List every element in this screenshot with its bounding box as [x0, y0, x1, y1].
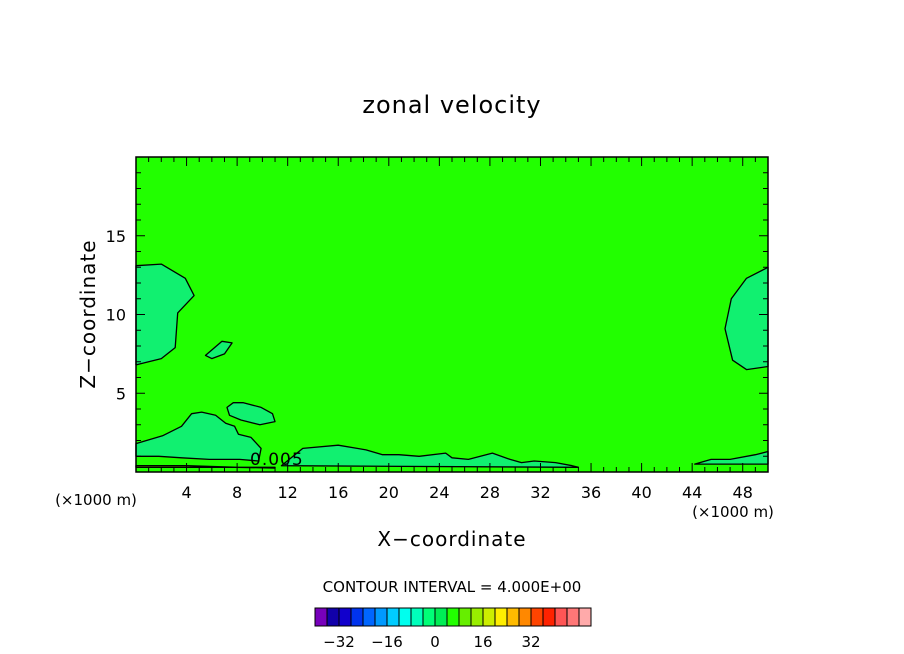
- y-tick-label: 5: [116, 384, 126, 403]
- x-axis-label: X−coordinate: [377, 527, 526, 551]
- x-tick-label: 44: [682, 483, 702, 502]
- colorbar-swatch: [410, 607, 424, 627]
- colorbar-label: −16: [371, 633, 403, 651]
- y-axis-label: Z−coordinate: [76, 239, 100, 388]
- colorbar-label: 16: [473, 633, 492, 651]
- contour-region: [135, 263, 195, 366]
- colorbar-swatch: [518, 607, 532, 627]
- colorbar-swatch: [578, 607, 592, 627]
- x-tick-label: 40: [631, 483, 651, 502]
- colorbar-swatch: [422, 607, 436, 627]
- colorbar-swatch: [554, 607, 568, 627]
- x-unit-right: (×1000 m): [692, 503, 774, 521]
- x-tick-label: 8: [232, 483, 242, 502]
- colorbar-swatch: [530, 607, 544, 627]
- y-tick-label: 10: [106, 306, 126, 325]
- colorbar-swatch: [458, 607, 472, 627]
- x-tick-label: 20: [379, 483, 399, 502]
- colorbar-title: CONTOUR INTERVAL = 4.000E+00: [323, 578, 582, 596]
- colorbar-swatch: [374, 607, 388, 627]
- x-tick-label: 36: [581, 483, 601, 502]
- x-tick-label: 16: [328, 483, 348, 502]
- colorbar-swatch: [482, 607, 496, 627]
- contour-region: [204, 340, 233, 360]
- chart-title: zonal velocity: [362, 91, 541, 119]
- colorbar-label: −32: [323, 633, 355, 651]
- x-tick-label: 32: [530, 483, 550, 502]
- colorbar-label: 32: [521, 633, 540, 651]
- contour-regions: [135, 263, 769, 469]
- x-tick-label: 4: [181, 483, 191, 502]
- x-unit-left: (×1000 m): [55, 491, 137, 509]
- colorbar-swatch: [446, 607, 460, 627]
- colorbar-swatch: [326, 607, 340, 627]
- colorbar-swatch: [362, 607, 376, 627]
- colorbar-swatch: [314, 607, 328, 627]
- colorbar-swatch: [566, 607, 580, 627]
- colorbar-swatch: [506, 607, 520, 627]
- colorbar-label: 0: [430, 633, 440, 651]
- colorbar-swatch: [434, 607, 448, 627]
- colorbar-swatch: [338, 607, 352, 627]
- x-tick-label: 28: [480, 483, 500, 502]
- colorbar-swatch: [350, 607, 364, 627]
- y-tick-label: 15: [106, 227, 126, 246]
- x-tick-label: 48: [733, 483, 753, 502]
- colorbar: −32 −16 0 16 32: [314, 607, 592, 651]
- colorbar-swatch: [494, 607, 508, 627]
- colorbar-swatch: [542, 607, 556, 627]
- contour-region: [226, 402, 276, 426]
- contour-region: [135, 411, 262, 462]
- contour-region: [724, 266, 769, 371]
- colorbar-swatch: [386, 607, 400, 627]
- contour-region: [280, 444, 580, 468]
- x-tick-label: 12: [278, 483, 298, 502]
- contour-annotation: 0.005: [250, 450, 304, 470]
- colorbar-swatch: [470, 607, 484, 627]
- colorbar-swatch: [398, 607, 412, 627]
- x-tick-label: 24: [429, 483, 449, 502]
